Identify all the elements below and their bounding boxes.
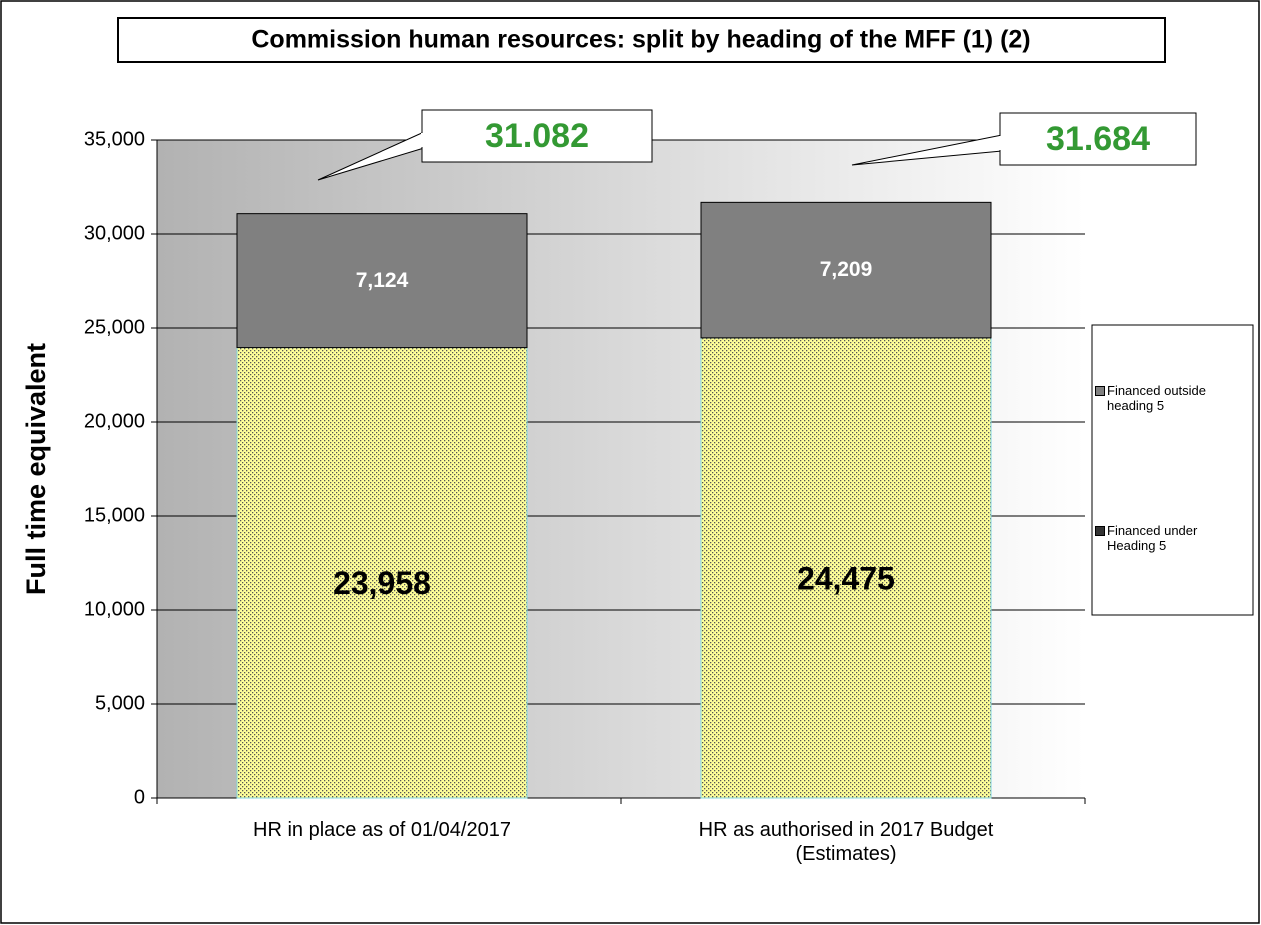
legend-box (1091, 324, 1254, 616)
y-tick-label: 10,000 (84, 598, 145, 620)
title-box (117, 17, 1166, 63)
callout-box (999, 112, 1197, 166)
bar-segment (236, 213, 528, 349)
y-tick-label: 0 (134, 786, 145, 808)
value-label: 23,958 (333, 565, 431, 601)
legend-swatch (1095, 526, 1105, 536)
callout-text: 31.684 (1046, 120, 1150, 158)
callout-pointer (851, 134, 1003, 166)
bar-segment (700, 337, 992, 799)
bar-segment (236, 347, 528, 799)
y-tick-label: 25,000 (84, 316, 145, 338)
callout-text: 31.082 (485, 117, 589, 155)
bar-segment (700, 201, 992, 339)
x-tick-label: HR in place as of 01/04/2017 (253, 819, 511, 841)
value-label: 24,475 (797, 560, 895, 596)
y-axis-label: Full time equivalent (21, 343, 51, 595)
value-label: 7,124 (356, 269, 409, 292)
chart-title: Commission human resources: split by hea… (251, 26, 1030, 54)
y-tick-label: 15,000 (84, 504, 145, 526)
legend-label: Financed under Heading 5 (1107, 523, 1198, 553)
legend-label: Financed outside heading 5 (1107, 383, 1207, 413)
callout-box (421, 109, 653, 163)
x-tick-label: HR as authorised in 2017 Budget (Estimat… (698, 819, 994, 865)
callout-pointer (317, 131, 425, 181)
value-label: 7,209 (820, 258, 873, 281)
y-tick-label: 20,000 (84, 410, 145, 432)
y-tick-label: 35,000 (84, 128, 145, 150)
y-tick-label: 5,000 (95, 692, 145, 714)
y-tick-label: 30,000 (84, 222, 145, 244)
legend-swatch (1095, 386, 1105, 396)
